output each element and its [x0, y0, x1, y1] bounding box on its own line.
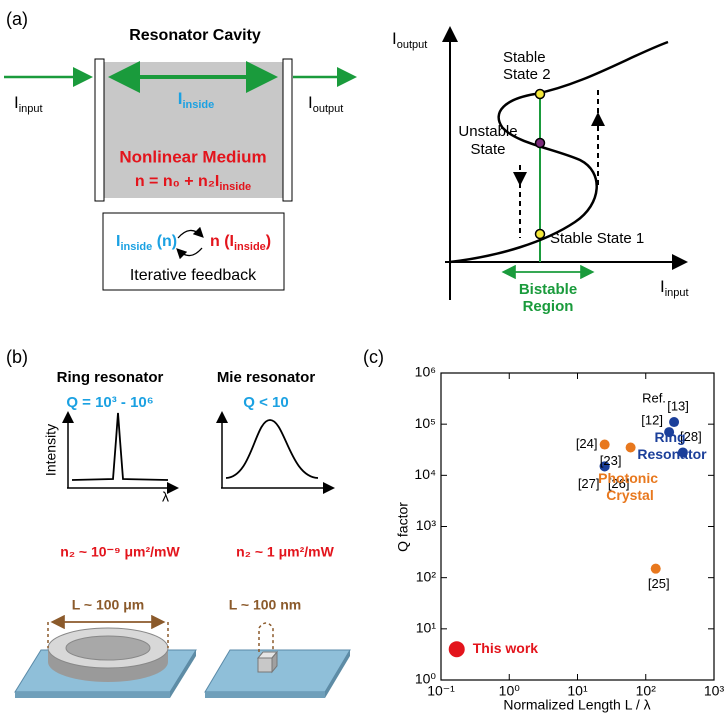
- region-label: Bistable: [519, 281, 577, 298]
- state-label: Stable: [503, 49, 546, 66]
- x-tick-label: 10¹: [567, 683, 588, 699]
- q-label: Q = 10³ - 10⁶: [66, 394, 153, 411]
- substrate-side: [15, 692, 170, 698]
- panel-label: (a): [6, 9, 28, 29]
- mirror: [95, 59, 104, 201]
- point: [626, 442, 636, 452]
- bistability-plot: Ioutput Iinput Stable State 2 Unstable S…: [392, 29, 689, 314]
- resonator-title: Ring resonator: [57, 369, 164, 386]
- q-label: Q < 10: [243, 394, 288, 411]
- spectrum: [226, 420, 318, 478]
- state-label: State: [470, 141, 505, 158]
- dim-line: [259, 623, 273, 652]
- stable-point: [536, 230, 545, 239]
- point-label: [23]: [600, 453, 622, 468]
- feedback-caption: Iterative feedback: [130, 267, 257, 284]
- state-label: Unstable: [458, 123, 517, 140]
- n2-label: n₂ ~ 10⁻⁹ μm²/mW: [60, 544, 180, 560]
- point: [449, 641, 465, 657]
- size-label: L ~ 100 μm: [72, 597, 145, 613]
- point-label: [24]: [576, 436, 598, 451]
- mirror: [283, 59, 292, 201]
- panel-label: (c): [363, 347, 384, 367]
- point-label: [25]: [648, 576, 670, 591]
- x-axis-label: Normalized Length L / λ: [503, 697, 650, 713]
- stable-point: [536, 90, 545, 99]
- size-label: L ~ 100 nm: [229, 597, 302, 613]
- particle: [258, 658, 272, 672]
- medium-label: Nonlinear Medium: [119, 147, 266, 166]
- y-tick-label: 10²: [416, 568, 437, 584]
- panel-c: (c) Normalized Length L / λ Q factor 10⁻…: [363, 347, 724, 713]
- panel-a: (a) Resonator Cavity Iinput Iinside Iout…: [4, 9, 352, 290]
- panel-label: (b): [6, 347, 28, 367]
- arrowhead: [591, 112, 605, 126]
- output-label: Ioutput: [308, 93, 343, 114]
- point: [600, 440, 610, 450]
- annotation: Ref.: [642, 390, 666, 405]
- y-tick-label: 10⁶: [415, 364, 436, 380]
- input-label: Iinput: [14, 93, 43, 114]
- x-tick-label: 10⁰: [499, 683, 521, 699]
- point: [651, 564, 661, 574]
- y-tick-label: 10³: [416, 517, 437, 533]
- y-tick-label: 10⁴: [414, 466, 436, 482]
- state-label: State 2: [503, 66, 551, 83]
- series-label: This work: [473, 640, 539, 656]
- point: [669, 417, 679, 427]
- point-label: [12]: [641, 413, 663, 428]
- cavity-title: Resonator Cavity: [129, 27, 261, 44]
- n2-label: n₂ ~ 1 μm²/mW: [236, 544, 334, 560]
- region-label: Region: [523, 298, 574, 315]
- unstable-point: [536, 139, 545, 148]
- y-tick-label: 10¹: [416, 620, 437, 636]
- y-tick-label: 10⁰: [415, 671, 437, 687]
- figure: (a) Resonator Cavity Iinput Iinside Iout…: [0, 0, 727, 713]
- x-axis-label: λ: [162, 489, 169, 505]
- series-label: Photonic Crystal: [598, 470, 662, 503]
- substrate-side: [205, 692, 325, 698]
- state-label: Stable State 1: [550, 230, 644, 247]
- x-axis-label: Iinput: [660, 277, 689, 298]
- resonator-title: Mie resonator: [217, 369, 316, 386]
- x-tick-label: 10³: [704, 683, 725, 699]
- y-axis-label: Ioutput: [392, 29, 427, 50]
- y-tick-label: 10⁵: [415, 415, 436, 431]
- panel-b: (b) Ring resonator Q = 10³ - 10⁶ Mie res…: [6, 347, 350, 698]
- ring-hole: [66, 636, 150, 660]
- y-axis-label: Intensity: [43, 424, 59, 476]
- spectrum: [72, 413, 168, 480]
- x-tick-label: 10²: [636, 683, 657, 699]
- point-label: [27]: [578, 476, 600, 491]
- point-label: [13]: [667, 398, 689, 413]
- y-axis-label: Q factor: [395, 502, 411, 552]
- arrowhead: [513, 172, 527, 186]
